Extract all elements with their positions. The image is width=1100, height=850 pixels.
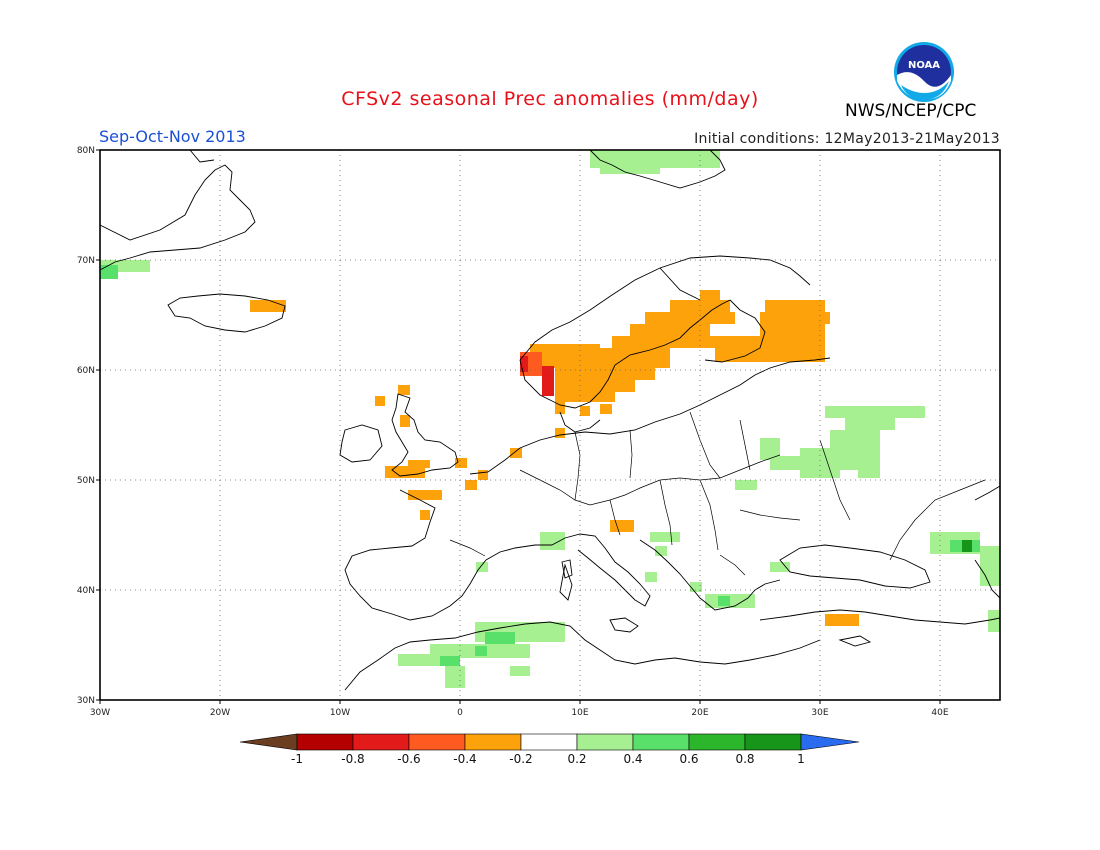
lat-label: 40N <box>77 586 95 596</box>
colorbar-high-arrow <box>800 733 860 751</box>
anomaly-shading <box>100 150 1000 688</box>
colorbar-swatch <box>688 733 746 751</box>
lat-label: 30N <box>77 696 95 706</box>
colorbar-label: 0.6 <box>679 752 698 766</box>
colorbar-swatch <box>520 733 578 751</box>
noaa-logo-text: NOAA <box>908 60 940 71</box>
colorbar-label: -1 <box>291 752 303 766</box>
noaa-logo: NOAA <box>894 42 954 102</box>
colorbar-swatch <box>296 733 354 751</box>
lat-label: 80N <box>77 146 95 156</box>
lon-label: 30W <box>90 708 110 718</box>
colorbar-swatch <box>408 733 466 751</box>
colorbar-label: 0.2 <box>567 752 586 766</box>
colorbar: -1 -0.8 -0.6 -0.4 -0.2 0.2 0.4 0.6 0.8 1 <box>239 733 860 766</box>
country-borders <box>449 411 986 576</box>
colorbar-swatch <box>744 733 802 751</box>
map-title: CFSv2 seasonal Prec anomalies (mm/day) <box>341 88 759 110</box>
lat-label: 50N <box>77 476 95 486</box>
lon-label: 20W <box>210 708 230 718</box>
colorbar-label: -0.2 <box>509 752 532 766</box>
map-gridlines <box>100 150 1000 700</box>
lon-label: 20E <box>691 708 708 718</box>
lon-label: 30E <box>811 708 828 718</box>
lat-label: 70N <box>77 256 95 266</box>
lat-label: 60N <box>77 366 95 376</box>
colorbar-label: 1 <box>797 752 805 766</box>
latitude-labels: 80N 70N 60N 50N 40N 30N <box>77 146 100 706</box>
coastlines <box>99 149 1001 691</box>
lon-label: 0 <box>457 708 463 718</box>
initial-conditions-label: Initial conditions: 12May2013-21May2013 <box>694 131 1000 147</box>
lon-label: 10E <box>571 708 588 718</box>
colorbar-label: -0.4 <box>453 752 476 766</box>
colorbar-low-arrow <box>239 733 298 751</box>
colorbar-label: 0.4 <box>623 752 642 766</box>
lon-label: 40E <box>931 708 948 718</box>
colorbar-swatch <box>632 733 690 751</box>
colorbar-swatch <box>464 733 522 751</box>
colorbar-label: -0.6 <box>397 752 420 766</box>
agency-label: NWS/NCEP/CPC <box>845 101 977 121</box>
colorbar-swatch <box>576 733 634 751</box>
lon-label: 10W <box>330 708 350 718</box>
colorbar-label: 0.8 <box>735 752 754 766</box>
colorbar-label: -0.8 <box>341 752 364 766</box>
season-label: Sep-Oct-Nov 2013 <box>99 127 246 146</box>
colorbar-swatch <box>352 733 410 751</box>
longitude-labels: 30W 20W 10W 0 10E 20E 30E 40E <box>90 700 949 718</box>
map-frame <box>99 149 1001 701</box>
